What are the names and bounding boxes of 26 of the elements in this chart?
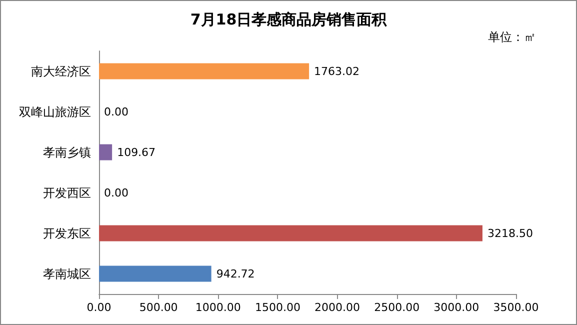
y-tick-label: 开发西区 (43, 186, 91, 200)
x-tick-label: 2000.00 (314, 301, 360, 314)
x-tick-label: 3000.00 (434, 301, 480, 314)
y-tick-label: 孝南城区 (43, 266, 91, 281)
bar (99, 266, 212, 282)
data-label: 0.00 (104, 186, 128, 200)
x-tick-label: 1500.00 (254, 301, 300, 314)
text: 单位：㎡ (488, 30, 536, 44)
y-tick-label: 双峰山旅游区 (19, 104, 91, 119)
bar (99, 144, 112, 160)
y-tick-label: 孝南乡镇 (43, 145, 91, 160)
bar (99, 63, 310, 80)
x-tick-label: 500.00 (139, 301, 178, 314)
x-tick-label: 2500.00 (374, 301, 420, 314)
x-tick-label: 3500.00 (493, 301, 539, 314)
data-label: 0.00 (104, 105, 128, 118)
data-label: 3218.50 (487, 226, 533, 240)
data-label: 109.67 (117, 146, 156, 159)
data-label: 1763.02 (314, 64, 360, 78)
chart-title: 7月18日孝感商品房销售面积 (190, 10, 388, 28)
y-tick-label: 开发东区 (43, 226, 91, 240)
bar (99, 225, 482, 242)
x-tick-label: 1000.00 (195, 301, 241, 314)
data-label: 942.72 (216, 267, 255, 280)
y-tick-label: 南大经济区 (31, 64, 91, 78)
x-tick-label: 0.00 (86, 301, 112, 314)
